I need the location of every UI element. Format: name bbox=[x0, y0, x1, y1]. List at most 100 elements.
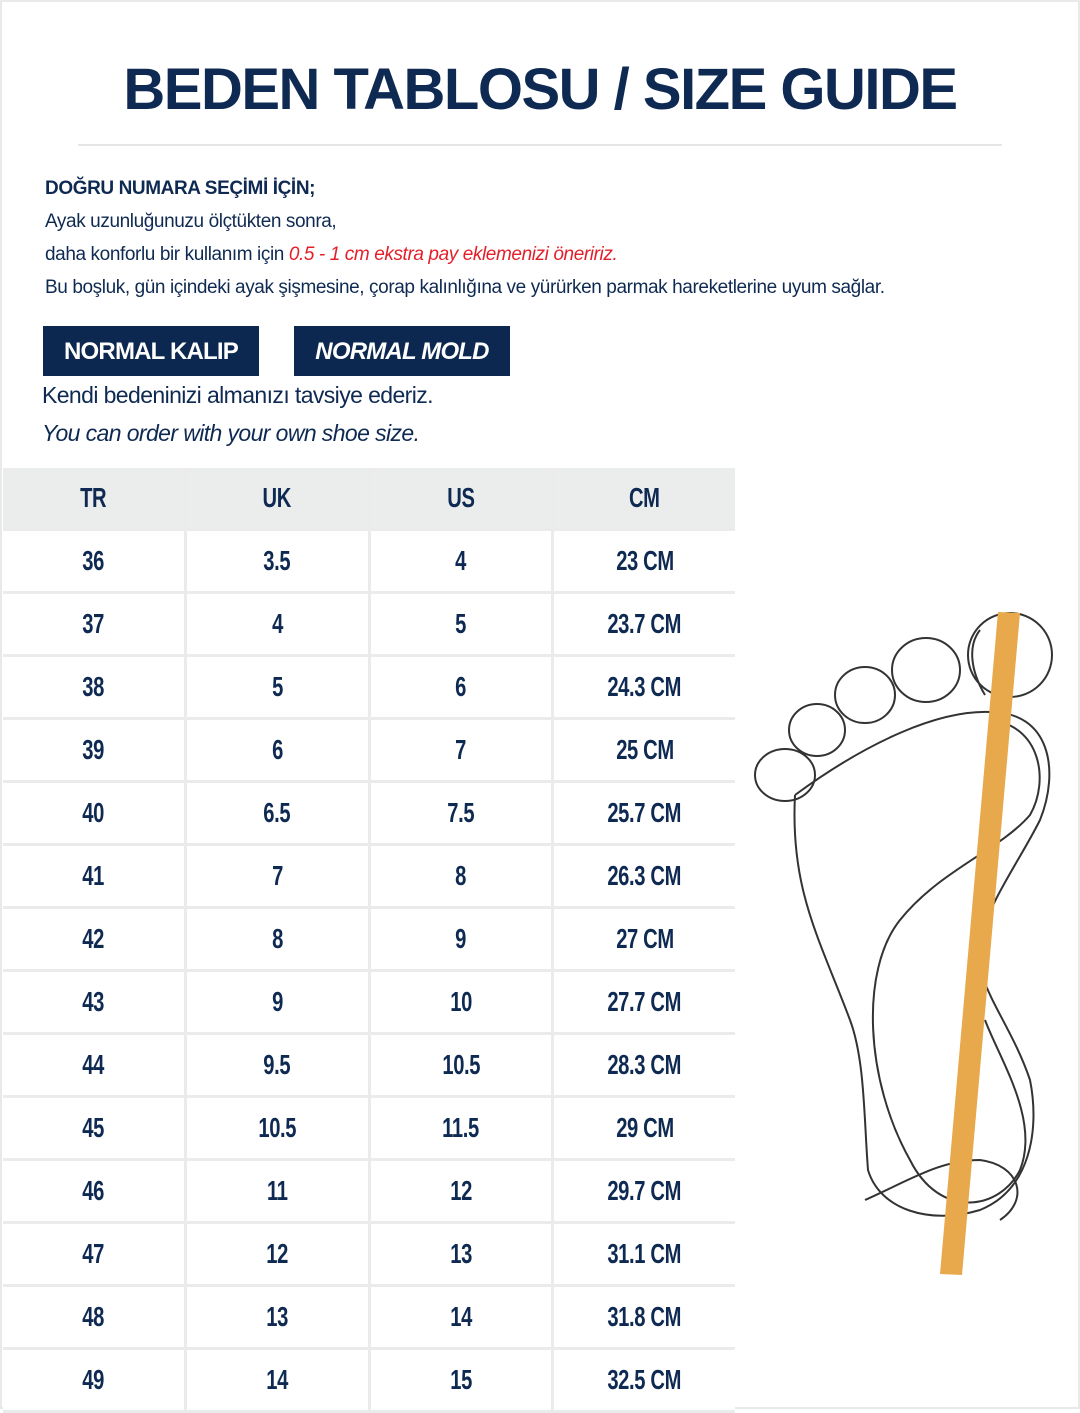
cell-value: 45 bbox=[82, 1112, 105, 1143]
table-cell-uk: 6.5 bbox=[186, 783, 368, 843]
table-cell-tr: 46 bbox=[3, 1161, 184, 1221]
cell-value: 31.8 CM bbox=[607, 1301, 682, 1332]
table-cell-tr: 48 bbox=[3, 1287, 184, 1347]
cell-value: 14 bbox=[450, 1301, 472, 1332]
table-cell-tr: 39 bbox=[3, 720, 184, 780]
intro-heading: DOĞRU NUMARA SEÇİMİ İÇİN; bbox=[45, 178, 316, 199]
cell-value: 5 bbox=[271, 671, 283, 702]
cell-value: 4 bbox=[455, 545, 467, 576]
cell-value: 27 CM bbox=[615, 923, 674, 954]
cell-value: 23.7 CM bbox=[607, 608, 682, 639]
cell-value: 15 bbox=[450, 1364, 472, 1395]
cell-value: 38 bbox=[82, 671, 105, 702]
cell-value: 3.5 bbox=[263, 545, 291, 576]
table-cell-us: 8 bbox=[370, 846, 552, 906]
table-cell-cm: 27 CM bbox=[554, 909, 735, 969]
table-cell-us: 15 bbox=[370, 1350, 552, 1410]
cell-value: 36 bbox=[82, 545, 105, 576]
cell-value: 29.7 CM bbox=[607, 1175, 682, 1206]
cell-value: 5 bbox=[455, 608, 467, 639]
table-cell-tr: 44 bbox=[3, 1035, 184, 1095]
cell-value: 10 bbox=[450, 986, 472, 1017]
table-cell-uk: 9 bbox=[186, 972, 368, 1032]
intro-line-1: Ayak uzunluğunuzu ölçtükten sonra, bbox=[45, 211, 337, 232]
cell-value: 6.5 bbox=[263, 797, 291, 828]
cell-value: 12 bbox=[450, 1175, 472, 1206]
table-cell-us: 10.5 bbox=[370, 1035, 552, 1095]
column-header-label: UK bbox=[262, 482, 292, 513]
table-cell-uk: 8 bbox=[186, 909, 368, 969]
table-cell-us: 5 bbox=[370, 594, 552, 654]
big-toe-inner bbox=[971, 629, 986, 696]
size-table: TR UK US CM 36 3.5 4 23 CM 37 4 5 23.7 CM 38 5 6 24.3 C… bbox=[3, 468, 735, 1413]
table-cell-us: 12 bbox=[370, 1161, 552, 1221]
table-cell-uk: 10.5 bbox=[186, 1098, 368, 1158]
sole-outline bbox=[793, 710, 1051, 1217]
table-cell-us: 6 bbox=[370, 657, 552, 717]
column-header-label: CM bbox=[629, 482, 660, 513]
cell-value: 29 CM bbox=[615, 1112, 674, 1143]
cell-value: 10.5 bbox=[441, 1049, 480, 1080]
cell-value: 13 bbox=[266, 1301, 288, 1332]
column-header-us: US bbox=[370, 468, 552, 528]
cell-value: 12 bbox=[266, 1238, 288, 1269]
table-cell-uk: 13 bbox=[186, 1287, 368, 1347]
toe-4-outline bbox=[788, 703, 846, 757]
cell-value: 9 bbox=[455, 923, 467, 954]
table-cell-us: 11.5 bbox=[370, 1098, 552, 1158]
table-cell-uk: 6 bbox=[186, 720, 368, 780]
cell-value: 48 bbox=[82, 1301, 105, 1332]
table-cell-tr: 38 bbox=[3, 657, 184, 717]
table-cell-us: 9 bbox=[370, 909, 552, 969]
toe-3-outline bbox=[834, 666, 896, 724]
toe-5-outline bbox=[754, 748, 816, 802]
cell-value: 13 bbox=[450, 1238, 472, 1269]
column-header-uk: UK bbox=[186, 468, 368, 528]
cell-value: 43 bbox=[82, 986, 105, 1017]
table-cell-cm: 25 CM bbox=[554, 720, 735, 780]
cell-value: 7.5 bbox=[447, 797, 475, 828]
cell-value: 39 bbox=[82, 734, 105, 765]
cell-value: 32.5 CM bbox=[607, 1364, 682, 1395]
cell-value: 9.5 bbox=[263, 1049, 291, 1080]
table-cell-cm: 23 CM bbox=[554, 531, 735, 591]
cell-value: 42 bbox=[82, 923, 105, 954]
column-header-label: US bbox=[447, 482, 475, 513]
table-cell-uk: 9.5 bbox=[186, 1035, 368, 1095]
table-cell-cm: 26.3 CM bbox=[554, 846, 735, 906]
foot-measurement-icon bbox=[754, 612, 1053, 1275]
cell-value: 40 bbox=[82, 797, 105, 828]
table-cell-uk: 7 bbox=[186, 846, 368, 906]
badge-normal-kalip: NORMAL KALIP bbox=[43, 326, 259, 376]
cell-value: 7 bbox=[271, 860, 283, 891]
advice-en: You can order with your own shoe size. bbox=[42, 420, 420, 446]
table-cell-us: 13 bbox=[370, 1224, 552, 1284]
table-cell-cm: 31.1 CM bbox=[554, 1224, 735, 1284]
cell-value: 9 bbox=[271, 986, 283, 1017]
table-cell-tr: 36 bbox=[3, 531, 184, 591]
table-cell-uk: 3.5 bbox=[186, 531, 368, 591]
table-cell-cm: 28.3 CM bbox=[554, 1035, 735, 1095]
cell-value: 28.3 CM bbox=[607, 1049, 682, 1080]
table-cell-tr: 49 bbox=[3, 1350, 184, 1410]
table-cell-cm: 27.7 CM bbox=[554, 972, 735, 1032]
badge-normal-mold: NORMAL MOLD bbox=[294, 326, 510, 376]
intro-line-2: daha konforlu bir kullanım için 0.5 - 1 … bbox=[45, 244, 618, 266]
table-cell-cm: 29 CM bbox=[554, 1098, 735, 1158]
cell-value: 31.1 CM bbox=[607, 1238, 682, 1269]
column-header-cm: CM bbox=[554, 468, 735, 528]
table-cell-cm: 31.8 CM bbox=[554, 1287, 735, 1347]
table-cell-us: 14 bbox=[370, 1287, 552, 1347]
table-cell-tr: 45 bbox=[3, 1098, 184, 1158]
cell-value: 23 CM bbox=[615, 545, 674, 576]
table-cell-cm: 23.7 CM bbox=[554, 594, 735, 654]
advice-tr: Kendi bedeninizi almanızı tavsiye ederiz… bbox=[42, 382, 434, 408]
cell-value: 8 bbox=[271, 923, 283, 954]
table-cell-cm: 24.3 CM bbox=[554, 657, 735, 717]
cell-value: 25.7 CM bbox=[607, 797, 682, 828]
table-cell-uk: 5 bbox=[186, 657, 368, 717]
cell-value: 14 bbox=[266, 1364, 288, 1395]
table-cell-us: 4 bbox=[370, 531, 552, 591]
table-cell-us: 7 bbox=[370, 720, 552, 780]
cell-value: 11.5 bbox=[442, 1112, 480, 1143]
